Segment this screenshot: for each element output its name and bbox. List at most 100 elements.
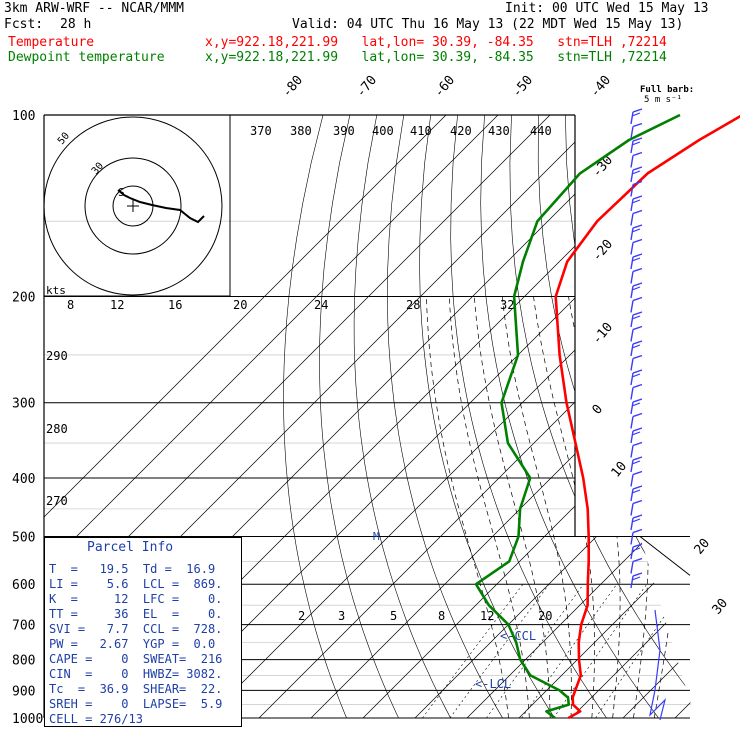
- wind-barb-flag: [632, 528, 643, 534]
- parcel-row: Tc = 36.9 SHEAR= 22.: [49, 682, 223, 696]
- dry-adiabat: [419, 115, 555, 718]
- forecast-label: Fcst:: [4, 17, 44, 32]
- wind-barb-flag: [631, 547, 641, 552]
- theta-label: 440: [530, 124, 552, 138]
- wind-barb-flag: [631, 431, 641, 436]
- wind-barb-flag: [632, 282, 643, 287]
- dry-adiabat: [450, 115, 607, 718]
- moist-adiabat: [607, 296, 649, 718]
- wind-barb-flag: [632, 427, 643, 432]
- temperature-tick-label: -50: [510, 73, 537, 101]
- moist-adiabat: [473, 296, 551, 718]
- parcel-row: CIN = 0 HWBZ= 3082.: [49, 667, 223, 681]
- wind-barb-flag: [632, 412, 643, 418]
- forecast-hour: 28 h: [60, 17, 92, 32]
- wind-barb-flag: [632, 253, 643, 258]
- wind-barb-staff: [630, 575, 634, 589]
- wind-barb-flag: [631, 576, 641, 581]
- wind-barb-flag: [631, 199, 641, 204]
- mixing-ratio-label: 3: [338, 609, 345, 623]
- wind-barb-flag: [631, 170, 641, 175]
- wind-barb-flag: [632, 398, 643, 403]
- dewpoint-profile: [474, 113, 681, 720]
- dry-adiabat: [645, 115, 695, 718]
- wind-barb-staff: [630, 358, 634, 371]
- isotherm-line: [44, 115, 499, 718]
- isotherm-line: [570, 115, 695, 718]
- pressure-tick-label: 300: [12, 397, 35, 412]
- wind-barb-flag: [632, 514, 643, 519]
- parcel-row: SREH = 0 LAPSE= 5.9: [49, 697, 223, 711]
- pressure-tick-label: 800: [12, 654, 35, 669]
- wind-barb-staff: [630, 242, 634, 255]
- wind-barb-staff: [630, 517, 634, 531]
- parcel-row: LI = 5.6 LCL = 869.: [49, 577, 223, 591]
- wind-barb-flag: [632, 267, 643, 273]
- theta-label: 290: [46, 349, 68, 363]
- wind-barb-staff: [630, 430, 634, 444]
- parcel-info-panel: Parcel Info T = 19.5 Td = 16.9 LI = 5.6 …: [44, 537, 242, 727]
- wind-barb-flag: [632, 137, 643, 142]
- wind-barb-flag: [632, 369, 643, 374]
- mixing-ratio-line: [595, 584, 687, 718]
- wind-barb-staff: [630, 300, 634, 313]
- pressure-tick-label: 100: [12, 109, 35, 124]
- wind-barb-flag: [632, 166, 643, 171]
- dry-adiabat: [618, 115, 695, 718]
- theta-label: 270: [46, 494, 68, 508]
- wind-barb-flag: [632, 441, 643, 447]
- wind-barb-staff: [630, 256, 634, 270]
- barb-units-note: 5 m s⁻¹: [644, 95, 682, 105]
- theta-label: 380: [290, 124, 312, 138]
- wind-barb-staff: [630, 198, 634, 212]
- parcel-row: PW = 2.67 YGP = 0.0: [49, 637, 216, 651]
- dry-adiabat: [509, 115, 695, 718]
- wind-barb-staff: [630, 503, 634, 516]
- wind-barb-staff: [630, 372, 634, 386]
- wind-barb-staff: [630, 271, 634, 284]
- wind-barb-staff: [630, 532, 634, 545]
- dry-adiabat: [319, 115, 399, 718]
- isotherm-line: [622, 115, 695, 718]
- wind-barb-staff: [630, 111, 634, 125]
- temperature-profile: [554, 114, 740, 720]
- pressure-tick-label: 400: [12, 472, 35, 487]
- mixing-ratio-label: 8: [67, 298, 74, 312]
- wind-barb-flag: [632, 456, 643, 461]
- mixing-ratio-label: 12: [480, 609, 494, 623]
- wind-barb-flag: [632, 122, 643, 128]
- wind-barb-flag: [632, 543, 643, 548]
- mixing-ratio-label: 24: [314, 298, 328, 312]
- mixing-ratio-line: [422, 584, 524, 718]
- wind-barb-flag: [632, 108, 643, 113]
- temperature-tick-label: -60: [432, 73, 459, 101]
- wind-barb-staff: [630, 285, 634, 299]
- wind-barb-flag: [631, 315, 641, 320]
- dry-adiabat: [700, 115, 740, 718]
- valid-time: Valid: 04 UTC Thu 16 May 13 (22 MDT Wed …: [292, 17, 684, 32]
- theta-label: 370: [250, 124, 272, 138]
- wind-barb-staff: [630, 155, 634, 168]
- wind-barb-staff: [630, 488, 634, 502]
- wind-barb-flag: [632, 354, 643, 360]
- wind-barb-staff: [630, 387, 634, 400]
- dry-adiabat: [480, 115, 659, 718]
- pressure-tick-label: 1000: [12, 712, 43, 727]
- wind-barb-flag: [631, 228, 641, 233]
- wind-barb-flag: [631, 141, 641, 146]
- moist-adiabat: [426, 296, 509, 718]
- temperature-tick-label: 30: [710, 596, 732, 618]
- moist-adiabat: [650, 296, 680, 718]
- temperature-tick-label: 10: [609, 459, 631, 481]
- wind-barb-flag: [632, 325, 643, 331]
- temperature-tick-label: 0: [590, 402, 607, 418]
- isotherm-line: [414, 115, 695, 718]
- dewpoint-legend: Dewpoint temperature: [8, 50, 165, 65]
- dewpoint-location: x,y=922.18,221.99 lat,lon= 30.39, -84.35…: [205, 50, 667, 65]
- parcel-row: K = 12 LFC = 0.: [49, 592, 223, 606]
- wind-barb-staff: [630, 169, 634, 183]
- dry-adiabat: [727, 115, 740, 718]
- parcel-info-title: Parcel Info: [87, 540, 174, 555]
- isotherm-line: [44, 115, 447, 718]
- wind-barb-flag: [631, 373, 641, 378]
